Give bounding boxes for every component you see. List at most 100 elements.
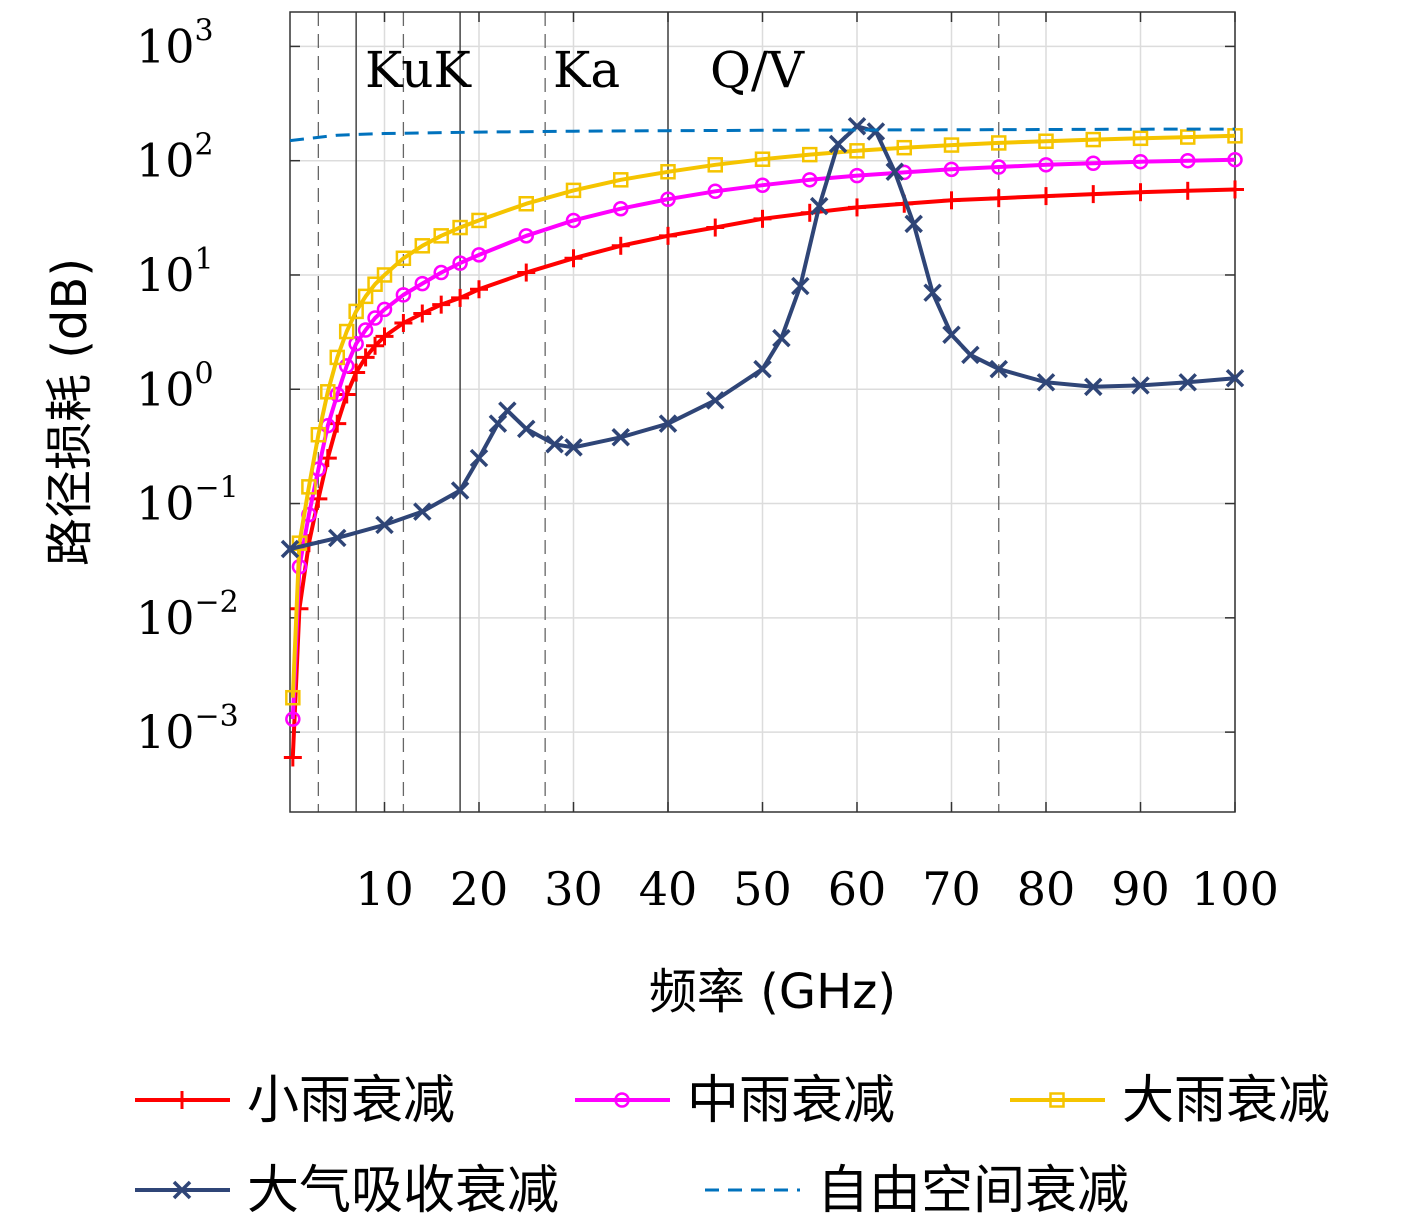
x-tick-label: 90 (1111, 862, 1170, 916)
data-point (943, 137, 960, 153)
series-5 (289, 127, 1236, 143)
data-point (660, 164, 676, 180)
data-point (1038, 157, 1054, 173)
data-point (942, 325, 961, 344)
data-point (518, 228, 534, 244)
x-tick-label: 10 (355, 862, 414, 916)
data-point (545, 435, 564, 454)
data-point (517, 419, 536, 439)
legend-label: 中雨衰减 (687, 1071, 895, 1131)
data-point (754, 177, 771, 193)
data-point (469, 448, 489, 468)
data-point (707, 183, 723, 200)
data-point (565, 212, 582, 229)
legend-label: 自由空间衰减 (817, 1161, 1129, 1221)
data-point (753, 359, 772, 379)
data-point (367, 276, 383, 292)
band-label: Ka (553, 41, 620, 99)
y-tick-labels: 10−3 10−2 10−1 100 101 102 103 (136, 13, 239, 759)
data-point (1227, 151, 1243, 168)
data-point (498, 401, 517, 420)
data-point (329, 386, 345, 403)
data-point (849, 167, 865, 184)
legend-item: 中雨衰减 (575, 1071, 895, 1131)
data-point (414, 275, 431, 292)
data-point (450, 481, 470, 500)
x-tick-label: 70 (922, 862, 981, 916)
data-point (828, 134, 848, 154)
data-point (1180, 152, 1196, 169)
data-point (802, 146, 818, 163)
data-point (367, 310, 383, 326)
x-tick-label: 80 (1017, 862, 1076, 916)
data-point (291, 535, 308, 551)
data-point (658, 414, 678, 433)
band-boundaries (317, 12, 1000, 812)
data-point (809, 196, 829, 216)
y-tick-label: 101 (136, 242, 214, 302)
data-point (896, 139, 912, 156)
data-point (471, 212, 487, 229)
tick-marks (290, 12, 1236, 812)
data-point (1178, 373, 1197, 392)
data-point (943, 161, 960, 178)
legend-marker (1049, 1092, 1065, 1108)
data-point (1036, 373, 1056, 392)
data-point (885, 162, 905, 182)
x-tick-label: 60 (828, 862, 887, 916)
data-point (991, 159, 1007, 175)
data-point (280, 539, 300, 559)
data-point (1085, 131, 1101, 148)
band-labels: KuK Ka Q/V (365, 41, 805, 99)
data-point (320, 384, 336, 400)
data-point (904, 214, 923, 234)
legend-label: 小雨衰减 (247, 1071, 455, 1131)
data-point (328, 528, 347, 548)
data-point (375, 515, 394, 535)
legend-label: 大雨衰减 (1122, 1071, 1330, 1131)
data-point (413, 502, 432, 521)
data-point (1131, 376, 1150, 395)
data-point (395, 250, 412, 267)
series-4 (280, 117, 1245, 559)
band-label: Q/V (710, 41, 805, 99)
x-tick-label: 30 (544, 862, 603, 916)
series-3 (285, 128, 1243, 706)
data-point (791, 276, 810, 296)
data-point (866, 122, 886, 141)
data-point (613, 200, 629, 217)
data-point (706, 391, 725, 410)
legend-item: 大雨衰减 (1010, 1071, 1330, 1131)
data-point (471, 247, 487, 263)
data-point (613, 172, 629, 188)
data-point (660, 191, 676, 207)
data-point (310, 426, 327, 443)
data-point (338, 358, 355, 374)
data-point (395, 287, 412, 303)
legend-label: 大气吸收衰减 (247, 1161, 559, 1221)
band-label: KuK (365, 41, 472, 99)
y-axis-label: 路径损耗 (dB) (42, 258, 98, 566)
data-point (611, 428, 630, 447)
data-point (452, 219, 468, 236)
data-point (1084, 377, 1103, 397)
data-point (376, 301, 393, 318)
data-point (285, 711, 301, 727)
data-point (329, 349, 345, 366)
y-tick-label: 10−3 (136, 699, 239, 759)
data-point (754, 151, 771, 167)
series-layer (280, 117, 1245, 767)
legend-item: 大气吸收衰减 (135, 1161, 559, 1221)
data-point (348, 336, 364, 352)
data-point (433, 264, 449, 281)
data-point (707, 157, 723, 173)
y-tick-label: 10−1 (136, 471, 239, 531)
data-point (1225, 368, 1245, 388)
y-tick-label: 102 (136, 128, 214, 188)
data-point (433, 228, 449, 244)
data-point (285, 689, 301, 706)
data-point (923, 283, 942, 302)
y-tick-label: 100 (136, 356, 214, 416)
data-point (338, 323, 355, 340)
